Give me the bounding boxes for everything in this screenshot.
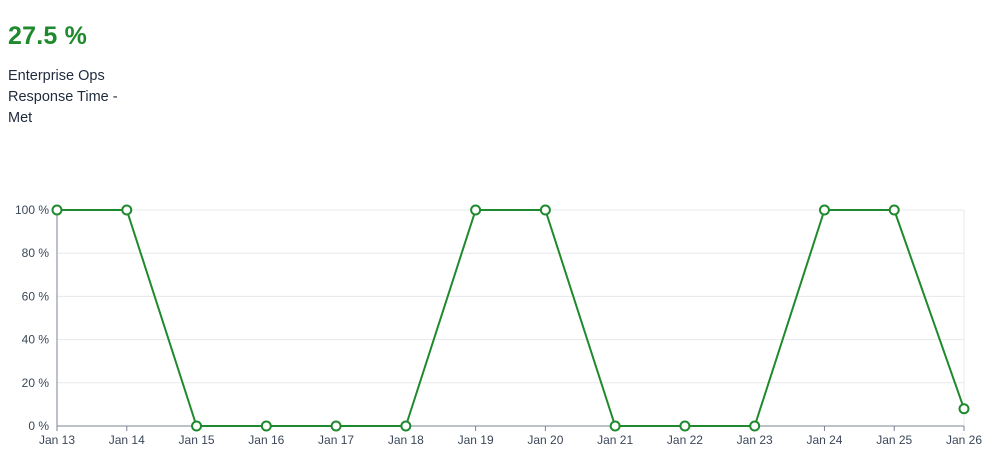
data-point[interactable]: [51, 204, 63, 216]
data-point[interactable]: [191, 420, 203, 432]
y-tick-label: 40 %: [22, 333, 50, 347]
data-point[interactable]: [679, 420, 691, 432]
x-tick-label: Jan 22: [667, 433, 703, 447]
series-line: [57, 209, 965, 427]
data-point[interactable]: [121, 204, 133, 216]
data-point[interactable]: [330, 420, 342, 432]
x-tick-label: Jan 26: [946, 433, 982, 447]
data-point[interactable]: [400, 420, 412, 432]
y-tick-label: 80 %: [22, 246, 50, 260]
x-tick-label: Jan 24: [806, 433, 842, 447]
data-point[interactable]: [888, 204, 900, 216]
x-tick-label: Jan 19: [458, 433, 494, 447]
x-tick-label: Jan 20: [527, 433, 563, 447]
kpi-label: Enterprise Ops Response Time - Met: [8, 68, 118, 126]
data-point[interactable]: [818, 204, 830, 216]
x-tick-label: Jan 17: [318, 433, 354, 447]
x-tick-label: Jan 13: [39, 433, 75, 447]
y-tick-label: 20 %: [22, 376, 50, 390]
chart-axes: [56, 210, 964, 427]
data-point[interactable]: [958, 403, 970, 415]
y-axis-ticks: 0 % 20 % 40 % 60 % 80 % 100 %: [15, 203, 49, 433]
chart-series: [51, 204, 970, 432]
x-tick-label: Jan 25: [876, 433, 912, 447]
kpi-value: 27.5 %: [8, 22, 88, 50]
y-tick-label: 0 %: [28, 419, 49, 433]
y-tick-label: 100 %: [15, 203, 49, 217]
x-tick-label: Jan 14: [109, 433, 145, 447]
x-axis-ticks: Jan 13 Jan 14 Jan 15 Jan 16 Jan 17 Jan 18 Jan …: [39, 426, 982, 447]
data-point[interactable]: [470, 204, 482, 216]
y-tick-label: 60 %: [22, 289, 50, 303]
x-tick-label: Jan 21: [597, 433, 633, 447]
data-point[interactable]: [609, 420, 621, 432]
chart-grid: [57, 209, 965, 426]
data-point[interactable]: [260, 420, 272, 432]
data-point[interactable]: [539, 204, 551, 216]
x-tick-label: Jan 16: [248, 433, 284, 447]
x-tick-label: Jan 15: [179, 433, 215, 447]
x-tick-label: Jan 23: [737, 433, 773, 447]
data-point[interactable]: [749, 420, 761, 432]
x-tick-label: Jan 18: [388, 433, 424, 447]
